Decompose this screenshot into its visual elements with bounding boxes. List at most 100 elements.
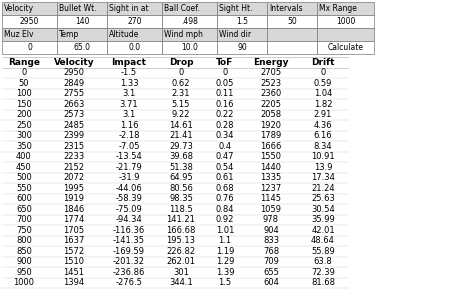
- Text: 1705: 1705: [64, 226, 84, 235]
- Text: 118.5: 118.5: [169, 205, 193, 214]
- Text: 1572: 1572: [64, 247, 84, 256]
- Text: 21.41: 21.41: [169, 131, 193, 140]
- Text: 800: 800: [16, 236, 32, 245]
- Bar: [317, 28, 374, 41]
- Text: 1145: 1145: [261, 194, 282, 203]
- Text: 141.21: 141.21: [166, 215, 195, 224]
- Text: 10.0: 10.0: [181, 43, 198, 52]
- Text: 63.8: 63.8: [314, 257, 332, 266]
- Bar: [162, 2, 217, 15]
- Text: 2705: 2705: [260, 68, 282, 77]
- Bar: [107, 15, 162, 28]
- Text: Range: Range: [8, 58, 40, 67]
- Text: .498: .498: [181, 17, 198, 26]
- Text: Wind mph: Wind mph: [164, 30, 203, 39]
- Text: 604: 604: [263, 278, 279, 287]
- Text: 2399: 2399: [64, 131, 84, 140]
- Text: 0.62: 0.62: [172, 79, 190, 88]
- Text: 904: 904: [263, 226, 279, 235]
- Text: Velocity: Velocity: [4, 4, 34, 13]
- Text: 2950: 2950: [20, 17, 39, 26]
- Text: 166.68: 166.68: [166, 226, 196, 235]
- Text: 1440: 1440: [261, 163, 282, 172]
- Text: 29.73: 29.73: [169, 142, 193, 151]
- Text: 2485: 2485: [64, 121, 84, 130]
- Text: 72.39: 72.39: [311, 268, 335, 277]
- Text: Temp: Temp: [59, 30, 79, 39]
- Text: 0.16: 0.16: [216, 100, 234, 109]
- Bar: [57, 41, 107, 54]
- Text: ToF: ToF: [216, 58, 234, 67]
- Text: 1.16: 1.16: [120, 121, 138, 130]
- Text: 2.31: 2.31: [172, 89, 190, 98]
- Text: 850: 850: [16, 247, 32, 256]
- Text: 50: 50: [19, 79, 29, 88]
- Text: 1919: 1919: [64, 194, 84, 203]
- Text: 3.1: 3.1: [122, 89, 136, 98]
- Text: 42.01: 42.01: [311, 226, 335, 235]
- Text: -1.5: -1.5: [121, 68, 137, 77]
- Bar: [317, 41, 374, 54]
- Text: 0.34: 0.34: [216, 131, 234, 140]
- Text: 2849: 2849: [64, 79, 84, 88]
- Text: 0: 0: [320, 68, 326, 77]
- Text: 0.4: 0.4: [219, 142, 232, 151]
- Text: Energy: Energy: [253, 58, 289, 67]
- Bar: [267, 28, 317, 41]
- Text: 0: 0: [21, 68, 27, 77]
- Text: Bullet Wt.: Bullet Wt.: [59, 4, 97, 13]
- Text: 2152: 2152: [64, 163, 84, 172]
- Text: 400: 400: [16, 152, 32, 161]
- Text: 195.13: 195.13: [166, 236, 195, 245]
- Text: 0.84: 0.84: [216, 205, 234, 214]
- Text: 30.54: 30.54: [311, 205, 335, 214]
- Text: 2072: 2072: [64, 173, 84, 182]
- Text: 140: 140: [75, 17, 89, 26]
- Text: 65.0: 65.0: [73, 43, 91, 52]
- Text: 200: 200: [16, 110, 32, 119]
- Text: 1.29: 1.29: [216, 257, 234, 266]
- Text: 14.61: 14.61: [169, 121, 193, 130]
- Text: 81.68: 81.68: [311, 278, 335, 287]
- Text: 8.34: 8.34: [314, 142, 332, 151]
- Text: Drift: Drift: [311, 58, 335, 67]
- Text: 2573: 2573: [64, 110, 85, 119]
- Bar: [217, 28, 267, 41]
- Bar: [317, 15, 374, 28]
- Text: -21.79: -21.79: [116, 163, 142, 172]
- Bar: [107, 2, 162, 15]
- Text: 0.05: 0.05: [216, 79, 234, 88]
- Text: 35.99: 35.99: [311, 215, 335, 224]
- Text: 709: 709: [263, 257, 279, 266]
- Bar: [57, 28, 107, 41]
- Text: 0.61: 0.61: [216, 173, 234, 182]
- Text: -276.5: -276.5: [116, 278, 143, 287]
- Text: -58.39: -58.39: [116, 194, 143, 203]
- Text: -2.18: -2.18: [118, 131, 140, 140]
- Text: 833: 833: [263, 236, 279, 245]
- Text: 3.71: 3.71: [120, 100, 138, 109]
- Text: 450: 450: [16, 163, 32, 172]
- Text: Wind dir: Wind dir: [219, 30, 251, 39]
- Text: -7.05: -7.05: [118, 142, 140, 151]
- Text: 1.19: 1.19: [216, 247, 234, 256]
- Text: 2315: 2315: [64, 142, 84, 151]
- Text: 2950: 2950: [64, 68, 84, 77]
- Text: -116.36: -116.36: [113, 226, 145, 235]
- Text: 0: 0: [178, 68, 183, 77]
- Text: 0.11: 0.11: [216, 89, 234, 98]
- Text: 3.1: 3.1: [122, 110, 136, 119]
- Bar: [57, 2, 107, 15]
- Text: Altitude: Altitude: [109, 30, 139, 39]
- Bar: [2, 2, 57, 15]
- Text: -141.35: -141.35: [113, 236, 145, 245]
- Text: 1.82: 1.82: [314, 100, 332, 109]
- Text: 2360: 2360: [260, 89, 282, 98]
- Bar: [267, 41, 317, 54]
- Text: 0: 0: [27, 43, 32, 52]
- Text: 2233: 2233: [64, 152, 85, 161]
- Text: 300: 300: [16, 131, 32, 140]
- Text: -236.86: -236.86: [113, 268, 145, 277]
- Text: 270: 270: [127, 17, 142, 26]
- Text: 1995: 1995: [64, 184, 84, 193]
